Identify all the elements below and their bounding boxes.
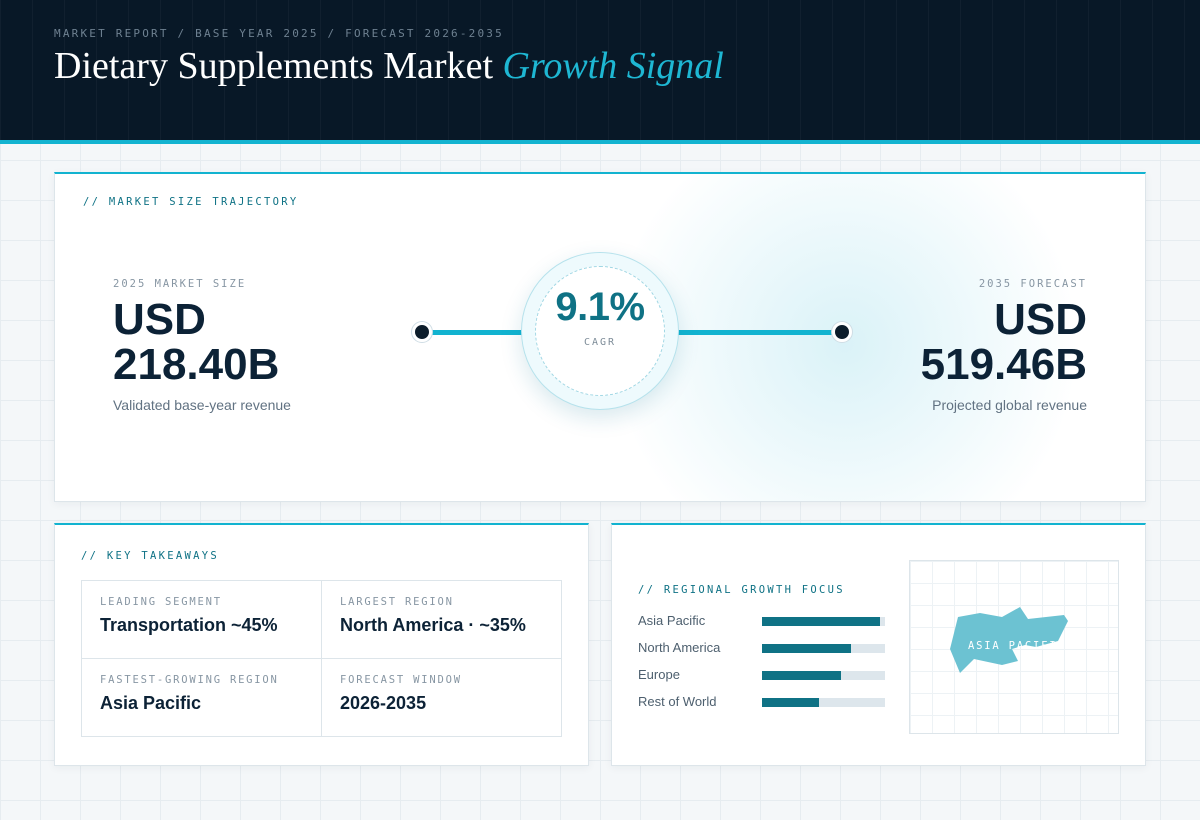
takeaway-leading-segment: LEADING SEGMENT Transportation ~45% xyxy=(82,581,322,659)
asia-pacific-region-shape xyxy=(950,607,1068,673)
breadcrumb: MARKET REPORT / BASE YEAR 2025 / FORECAS… xyxy=(54,27,504,40)
forecast-metric: 2035 FORECAST USD 519.46B Projected glob… xyxy=(827,278,1087,413)
takeaway-label: FORECAST WINDOW xyxy=(340,674,462,686)
regional-growth-card: // REGIONAL GROWTH FOCUS Asia Pacific No… xyxy=(611,523,1146,766)
forecast-value: USD 519.46B xyxy=(827,297,1087,387)
page-title-main: Dietary Supplements Market xyxy=(54,45,494,87)
trajectory-end-dot xyxy=(832,322,852,342)
base-year-label: 2025 MARKET SIZE xyxy=(113,278,247,290)
takeaway-fastest-growing-region: FASTEST-GROWING REGION Asia Pacific xyxy=(82,659,322,737)
region-bar-fill xyxy=(762,644,851,653)
page-title: Dietary Supplements Market Growth Signal xyxy=(54,44,724,88)
takeaway-value: Asia Pacific xyxy=(100,693,202,713)
base-year-currency: USD xyxy=(113,295,206,344)
asia-pacific-map-shape xyxy=(950,607,1068,673)
region-row: Asia Pacific xyxy=(638,611,888,638)
region-bar-track xyxy=(762,644,885,653)
forecast-currency: USD xyxy=(994,295,1087,344)
region-list: Asia Pacific North America Europe Rest o… xyxy=(638,611,888,719)
forecast-amount: 519.46B xyxy=(920,340,1087,389)
base-year-value: USD 218.40B xyxy=(113,297,373,387)
base-year-amount: 218.40B xyxy=(113,340,280,389)
region-bar-track xyxy=(762,698,885,707)
region-bar-fill xyxy=(762,698,819,707)
region-row: Europe xyxy=(638,665,888,692)
trajectory-section-label: // MARKET SIZE TRAJECTORY xyxy=(83,196,299,208)
region-row: North America xyxy=(638,638,888,665)
market-size-trajectory-card: // MARKET SIZE TRAJECTORY 2025 MARKET SI… xyxy=(54,172,1146,502)
takeaways-grid: LEADING SEGMENT Transportation ~45% LARG… xyxy=(81,580,562,737)
takeaway-largest-region: LARGEST REGION North America · ~35% xyxy=(322,581,562,659)
trajectory-start-dot xyxy=(412,322,432,342)
forecast-caption: Projected global revenue xyxy=(932,397,1087,413)
region-name: Rest of World xyxy=(638,694,717,709)
region-bar-fill xyxy=(762,671,841,680)
takeaways-section-label: // KEY TAKEAWAYS xyxy=(81,550,219,562)
forecast-label: 2035 FORECAST xyxy=(978,278,1087,290)
region-bar-track xyxy=(762,671,885,680)
region-bar-fill xyxy=(762,617,881,626)
takeaway-value: North America · ~35% xyxy=(340,615,526,635)
cagr-label: CAGR xyxy=(583,337,617,348)
regional-section-label: // REGIONAL GROWTH FOCUS xyxy=(638,584,845,596)
base-year-metric: 2025 MARKET SIZE USD 218.40B Validated b… xyxy=(113,278,373,413)
takeaway-forecast-window: FORECAST WINDOW 2026-2035 xyxy=(322,659,562,737)
cagr-badge: 9.1% CAGR xyxy=(521,252,679,410)
cagr-inner-circle xyxy=(535,266,665,396)
page-title-accent: Growth Signal xyxy=(502,45,724,87)
region-bar-track xyxy=(762,617,885,626)
key-takeaways-card: // KEY TAKEAWAYS LEADING SEGMENT Transpo… xyxy=(54,523,589,766)
region-name: Europe xyxy=(638,667,680,682)
base-year-caption: Validated base-year revenue xyxy=(113,397,291,413)
page-header: MARKET REPORT / BASE YEAR 2025 / FORECAS… xyxy=(0,0,1200,144)
region-name: North America xyxy=(638,640,721,655)
takeaway-label: LEADING SEGMENT xyxy=(100,596,222,608)
region-name: Asia Pacific xyxy=(638,613,706,628)
map-region-label: ASIA PACIFIC xyxy=(968,640,1066,652)
cagr-value: 9.1% xyxy=(555,285,645,329)
takeaway-value: 2026-2035 xyxy=(340,693,427,713)
takeaway-label: FASTEST-GROWING REGION xyxy=(100,674,279,686)
region-row: Rest of World xyxy=(638,692,888,719)
takeaway-label: LARGEST REGION xyxy=(340,596,454,608)
region-map: ASIA PACIFIC xyxy=(909,560,1119,734)
takeaway-value: Transportation ~45% xyxy=(100,615,278,635)
